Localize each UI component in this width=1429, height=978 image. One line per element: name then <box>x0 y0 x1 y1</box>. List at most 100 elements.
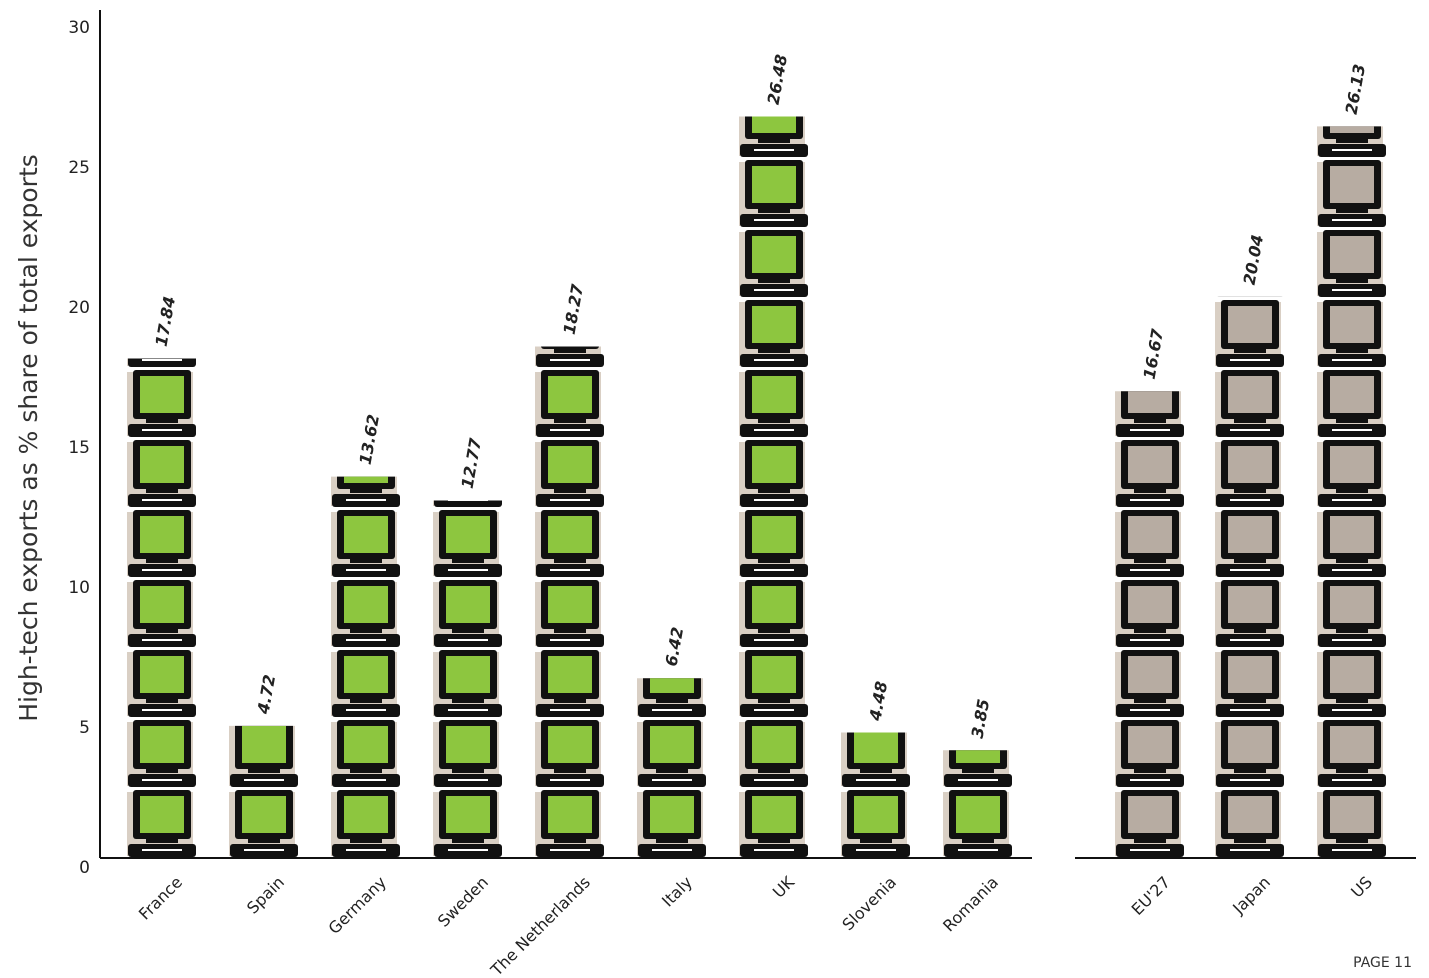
keyboard-key <box>754 219 794 221</box>
keyboard-key <box>448 569 488 571</box>
monitor-stand <box>656 838 688 843</box>
monitor-stand <box>758 138 790 143</box>
screen <box>140 656 184 693</box>
keyboard-key <box>754 289 794 291</box>
x-tick-label: US <box>1347 873 1376 902</box>
value-label: 17.84 <box>152 295 179 348</box>
monitor-stand <box>1336 488 1368 493</box>
monitor-stand <box>1134 698 1166 703</box>
keyboard-key <box>1332 569 1372 571</box>
screen <box>446 586 490 623</box>
screen <box>1228 726 1272 763</box>
x-tick-label: UK <box>769 872 798 901</box>
screen <box>1330 166 1374 203</box>
screen <box>1330 586 1374 623</box>
monitor-stand <box>146 418 178 423</box>
keyboard-key <box>1230 779 1270 781</box>
monitor-stand <box>1336 698 1368 703</box>
screen <box>956 750 1000 763</box>
keyboard-key <box>1230 359 1270 361</box>
keyboard-key <box>1130 709 1170 711</box>
screen <box>140 446 184 483</box>
keyboard-key <box>142 639 182 641</box>
screen <box>752 656 796 693</box>
keyboard-key <box>1230 569 1270 571</box>
monitor-stand <box>1134 418 1166 423</box>
keyboard-key <box>1332 499 1372 501</box>
monitor-stand <box>962 838 994 843</box>
bar <box>433 500 502 857</box>
monitor-stand <box>146 698 178 703</box>
keyboard-key <box>1332 149 1372 151</box>
bar <box>1317 126 1386 857</box>
keyboard-key <box>958 779 998 781</box>
monitor-stand <box>860 768 892 773</box>
keyboard-key <box>754 849 794 851</box>
screen <box>650 678 694 693</box>
monitor-stand <box>1234 418 1266 423</box>
screen <box>752 446 796 483</box>
keyboard-key <box>856 849 896 851</box>
keyboard-key <box>346 709 386 711</box>
keyboard-key <box>244 849 284 851</box>
x-tick-label: France <box>135 873 186 924</box>
monitor-stand <box>554 348 586 353</box>
keyboard-key <box>652 709 692 711</box>
keyboard-key <box>1230 429 1270 431</box>
screen <box>446 726 490 763</box>
monitor-stand <box>554 628 586 633</box>
screen <box>1330 376 1374 413</box>
bar <box>535 346 604 857</box>
bar <box>331 476 400 857</box>
monitor-stand <box>758 348 790 353</box>
keyboard-key <box>1332 709 1372 711</box>
value-label: 13.62 <box>356 413 383 466</box>
screen <box>548 586 592 623</box>
keyboard-key <box>754 429 794 431</box>
monitor-stand <box>146 558 178 563</box>
value-label: 12.77 <box>458 436 486 490</box>
monitor-stand <box>1336 208 1368 213</box>
x-tick-label: Romania <box>939 873 1002 936</box>
monitor-stand <box>758 278 790 283</box>
screen <box>1228 376 1272 413</box>
screen <box>1228 656 1272 693</box>
keyboard-key <box>1332 429 1372 431</box>
keyboard-key <box>1230 499 1270 501</box>
bar <box>127 358 196 857</box>
value-label: 6.42 <box>662 626 688 668</box>
monitor-stand <box>350 628 382 633</box>
keyboard-key <box>142 429 182 431</box>
screen <box>446 516 490 553</box>
bar <box>739 116 808 857</box>
x-tick-label: Sweden <box>434 873 492 931</box>
x-tick-label: Japan <box>1228 873 1274 919</box>
screen <box>1128 586 1172 623</box>
screen <box>752 726 796 763</box>
screen <box>344 796 388 833</box>
monitor-stand <box>758 838 790 843</box>
screen <box>1330 726 1374 763</box>
keyboard-key <box>1230 709 1270 711</box>
screen <box>1330 236 1374 273</box>
screen <box>1128 796 1172 833</box>
monitor-stand <box>1234 348 1266 353</box>
monitor-stand <box>248 838 280 843</box>
monitor-stand <box>554 418 586 423</box>
keyboard-key <box>550 359 590 361</box>
screen <box>548 376 592 413</box>
keyboard-key <box>142 779 182 781</box>
screen <box>752 376 796 413</box>
monitor-stand <box>1336 628 1368 633</box>
screen <box>1228 306 1272 343</box>
keyboard-key <box>652 779 692 781</box>
y-tick-label: 30 <box>68 18 90 38</box>
monitor-stand <box>350 768 382 773</box>
screen <box>446 656 490 693</box>
screen <box>1128 656 1172 693</box>
screen <box>752 166 796 203</box>
screen <box>548 726 592 763</box>
keyboard-key <box>550 709 590 711</box>
screen <box>1330 126 1374 133</box>
page-label: PAGE 11 <box>1353 955 1412 971</box>
